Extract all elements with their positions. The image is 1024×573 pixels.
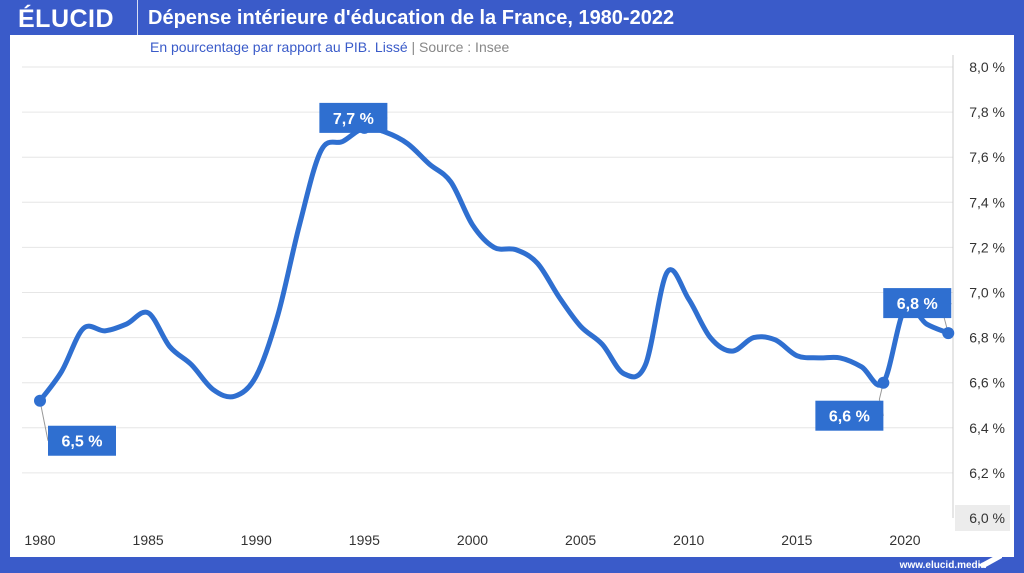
callout-label: 6,5 % — [62, 434, 103, 451]
y-tick-label: 6,6 % — [969, 375, 1005, 391]
chart-panel — [10, 35, 1014, 557]
y-tick-label: 6,0 % — [969, 510, 1005, 526]
callout-leader — [39, 400, 49, 441]
y-tick-label: 8,0 % — [969, 59, 1005, 75]
callout-6,5 %: 6,5 % — [34, 394, 116, 456]
data-point — [877, 376, 890, 389]
subtitle-separator: | — [411, 39, 416, 55]
callout-7,7 %: 7,7 % — [319, 102, 388, 134]
callout-6,8 %: 6,8 % — [883, 288, 955, 340]
x-tick-label: 1995 — [349, 532, 380, 548]
subtitle-text: En pourcentage par rapport au PIB. Lissé — [150, 39, 408, 55]
data-point — [34, 394, 46, 407]
x-tick-label: 2000 — [457, 532, 488, 548]
y-tick-label: 7,0 % — [969, 285, 1005, 301]
data-point — [942, 327, 955, 340]
callout-box — [883, 288, 952, 319]
x-tick-label: 1990 — [241, 532, 272, 548]
callout-label: 6,8 % — [897, 296, 938, 313]
x-tick-label: 2015 — [781, 532, 812, 548]
callout-box — [815, 400, 884, 431]
header-divider — [137, 0, 138, 58]
footer-url[interactable]: www.elucid.media — [899, 560, 986, 571]
elucid-mark-icon — [978, 552, 1002, 568]
source-text: Source : Insee — [419, 39, 510, 55]
x-tick-label: 1980 — [24, 532, 55, 548]
x-tick-label: 2005 — [565, 532, 596, 548]
chart-title: Dépense intérieure d'éducation de la Fra… — [148, 7, 675, 29]
y-tick-label: 6,2 % — [969, 465, 1005, 481]
callout-6,6 %: 6,6 % — [815, 376, 890, 431]
series-line — [37, 125, 951, 404]
y-tick-label: 6,8 % — [969, 330, 1005, 346]
x-tick-label: 1985 — [133, 532, 164, 548]
y-tick-label: 7,2 % — [969, 239, 1005, 255]
x-tick-label: 2020 — [889, 532, 920, 548]
elucid-logo: ÉLUCID — [18, 5, 115, 33]
y-tick-label: 6,4 % — [969, 420, 1005, 436]
data-point — [358, 121, 371, 134]
y-tick-label: 7,6 % — [969, 149, 1005, 165]
x-tick-label: 2010 — [673, 532, 704, 548]
callout-label: 6,6 % — [829, 409, 870, 426]
chart-subtitle: En pourcentage par rapport au PIB. Lissé… — [150, 39, 509, 55]
y-axis-base-box — [955, 505, 1010, 531]
callout-box — [319, 102, 388, 133]
callout-box — [48, 425, 116, 456]
y-tick-label: 7,4 % — [969, 194, 1005, 210]
y-tick-label: 7,8 % — [969, 104, 1005, 120]
